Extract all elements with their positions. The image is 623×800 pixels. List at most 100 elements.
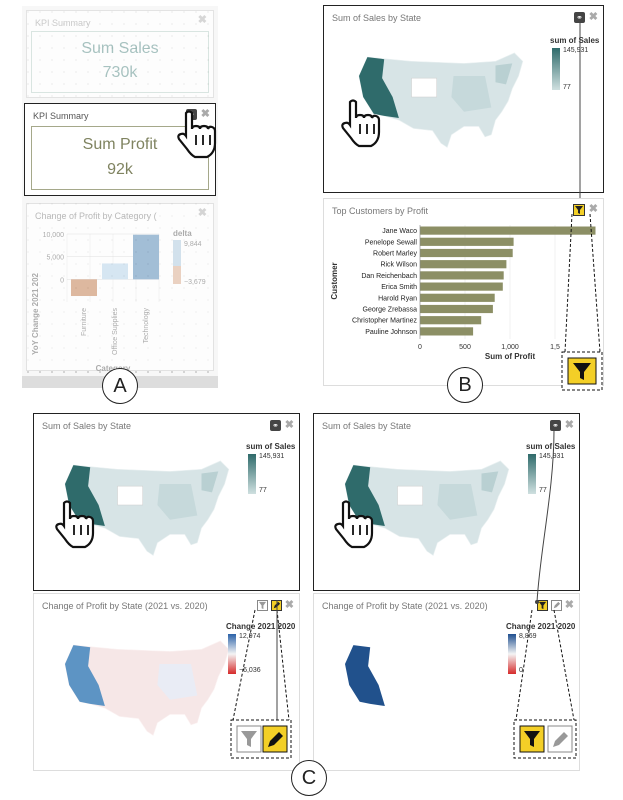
state-region [481,471,499,493]
chart-title: Top Customers by Profit [332,206,429,216]
customer-bar [420,271,504,280]
filter-icon[interactable] [257,600,268,611]
y-tick-label: Penelope Sewall [365,239,418,246]
state-region [437,484,478,520]
legend-gradient [248,454,256,494]
customer-bar [420,304,493,314]
legend-max: 145,931 [259,453,285,460]
customer-bar [420,237,514,246]
top-customers-card[interactable]: Top Customers by Profit ✖ 0 500 1,000 1,5 Ja… [323,198,604,386]
us-profit-change-map [64,640,230,736]
chart-title: Change of Profit by State (2021 vs. 2020… [322,601,488,611]
link-connector [535,430,555,604]
filter-icon[interactable] [537,600,548,611]
bar-furniture [71,279,97,297]
close-icon[interactable]: ✖ [588,11,598,23]
y-tick-label: Erica Smith [381,284,417,291]
close-icon[interactable]: ✖ [284,599,294,611]
sum-sales-state-card-c-left[interactable]: Sum of Sales by State ⚭ ✖ sum of Sales 1… [33,413,300,591]
customer-bar [420,293,495,302]
close-icon[interactable]: ✖ [197,14,207,26]
customer-bar [420,327,474,336]
y-tick-label: Christopher Martinez [352,318,417,325]
state-region [157,484,198,520]
state-california [345,645,385,706]
y-tick-label: George Zrebassa [363,307,418,314]
legend-min: 77 [259,487,267,494]
close-icon[interactable]: ✖ [200,108,210,120]
sum-sales-state-card-c-right[interactable]: Sum of Sales by State ⚭ ✖ sum of Sales 1… [313,413,580,591]
us-map-group [64,460,230,556]
change-profit-category-card[interactable]: Change of Profit by Category ( ✖ 10,000 5… [26,203,214,372]
us-map-group [344,460,510,556]
x-tick-label: 1,5 [550,344,560,351]
link-icon[interactable]: ⚭ [574,12,585,23]
hand-cursor-icon [177,110,217,159]
link-icon[interactable]: ⚭ [270,420,281,431]
state-wyoming [117,485,143,506]
state-california [359,57,399,118]
legend-title: Change 2021 2020 [506,622,576,631]
legend-title: sum of Sales [550,36,600,45]
y-tick-label: Rick Wilson [380,262,417,269]
highlight-icon[interactable] [551,600,562,611]
state-california [345,465,385,526]
state-region [201,471,219,493]
x-tick-label: Office Supplies [112,308,119,355]
kpi-value: 92k [107,161,133,178]
x-axis-label: Sum of Profit [485,352,536,361]
y-tick-label: Harold Ryan [378,295,417,302]
kpi-label: Sum Profit [82,136,158,153]
panel-label-c: C [291,760,327,796]
us-map-group [345,645,385,706]
legend-min: 77 [563,84,571,91]
x-tick-label: 1,000 [501,344,519,351]
legend-gradient [528,454,536,494]
legend-max: 145,931 [539,453,565,460]
panel-label-b: B [447,367,483,403]
us-map-group [64,640,230,736]
close-icon[interactable]: ✖ [284,419,294,431]
y-tick-label: 10,000 [43,232,65,239]
hand-cursor-icon [55,500,95,549]
bar-office-supplies [102,263,128,280]
state-wyoming [411,77,437,98]
kpi-label: Sum Sales [81,40,159,57]
kpi-value-box: Sum Sales 730k [31,31,209,93]
state-region [495,63,513,85]
legend-gradient [173,240,181,284]
category-bar-chart: 10,000 5,000 0 Furniture Office Supplies Tech… [31,229,206,372]
link-icon[interactable]: ⚭ [550,420,561,431]
legend-title: delta [173,229,192,238]
y-tick-label: Robert Marley [373,251,417,258]
zoom-callout [513,609,577,759]
close-icon[interactable]: ✖ [588,203,598,215]
legend-title: sum of Sales [246,442,296,451]
y-tick-label: Pauline Johnson [365,329,417,336]
close-icon[interactable]: ✖ [564,599,574,611]
y-axis-label: YoY Change 2021 202 [31,272,40,355]
sum-sales-state-card-b[interactable]: Sum of Sales by State ⚭ ✖ sum of Sales 1… [323,5,604,193]
state-wyoming [397,485,423,506]
chart-title: Change of Profit by Category ( [35,211,157,221]
close-icon[interactable]: ✖ [197,207,207,219]
zoom-callout [561,213,603,391]
chart-title: Sum of Sales by State [322,421,412,431]
us-sales-map [358,52,524,148]
y-tick-label: 5,000 [46,255,64,262]
legend-gradient [508,634,516,674]
chart-title: Sum of Sales by State [42,421,132,431]
legend-gradient [228,634,236,674]
legend-min: 77 [539,487,547,494]
us-sales-map [64,460,230,556]
x-tick-label: Technology [143,308,150,344]
link-connector [578,22,582,202]
filter-icon[interactable] [573,204,585,216]
kpi-summary-sales-card[interactable]: KPI Summary ✖ Sum Sales 730k [26,10,214,98]
legend-max: 9,844 [184,241,202,248]
close-icon[interactable]: ✖ [564,419,574,431]
change-profit-state-card-c-left[interactable]: Change of Profit by State (2021 vs. 2020… [33,593,300,771]
kpi-value-box: Sum Profit 92k [31,126,209,190]
us-sales-map [344,460,510,556]
customer-bar [420,226,596,235]
